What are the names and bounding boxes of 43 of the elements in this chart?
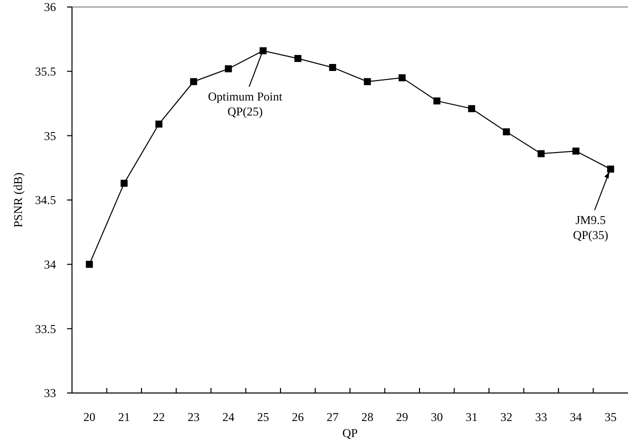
x-tick-label: 31 — [466, 410, 478, 424]
x-tick-label: 26 — [292, 410, 304, 424]
y-tick-label: 35 — [44, 128, 56, 143]
y-tick-label: 33.5 — [35, 322, 56, 336]
x-tick-label: 22 — [152, 410, 165, 424]
y-tick-label: 34 — [44, 258, 56, 272]
point — [86, 260, 93, 268]
x-tick-label: 35 — [604, 410, 617, 424]
point — [155, 120, 162, 128]
x-tick-label: 28 — [361, 410, 374, 424]
x-tick-label: 34 — [570, 410, 582, 424]
point — [224, 65, 232, 72]
point — [538, 150, 545, 158]
x-tick-label: 24 — [222, 410, 234, 424]
x-tick-label: 27 — [326, 410, 339, 424]
annotation: JM9.5 QP(35) — [572, 213, 608, 242]
point — [294, 54, 302, 62]
x-tick-label: 21 — [118, 410, 130, 424]
x-axis-title: QP — [342, 426, 358, 440]
x-tick-label: 29 — [396, 410, 408, 424]
y-tick-label: 33 — [44, 386, 56, 400]
x-tick-label: 23 — [188, 410, 200, 424]
y-tick-label: 35.5 — [35, 64, 56, 79]
point — [607, 166, 614, 173]
y-tick-label: 34.5 — [35, 193, 56, 208]
x-tick-label: 25 — [257, 410, 270, 424]
x-tick-label: 33 — [535, 410, 548, 424]
point — [502, 128, 510, 136]
annotation: Optimum Point QP(25) — [208, 90, 283, 119]
point — [572, 148, 580, 155]
point — [364, 78, 371, 86]
point — [120, 180, 128, 187]
point — [398, 74, 406, 82]
y-axis-title: PSNR (dB) — [11, 172, 25, 228]
x-tick-label: 20 — [83, 410, 96, 424]
x-tick-label: 32 — [500, 410, 512, 424]
point — [468, 105, 476, 112]
point — [260, 47, 267, 54]
y-tick-label: 36 — [44, 0, 56, 14]
point — [329, 64, 336, 71]
x-tick-label: 30 — [430, 410, 443, 424]
point — [190, 78, 198, 86]
point — [433, 97, 440, 104]
